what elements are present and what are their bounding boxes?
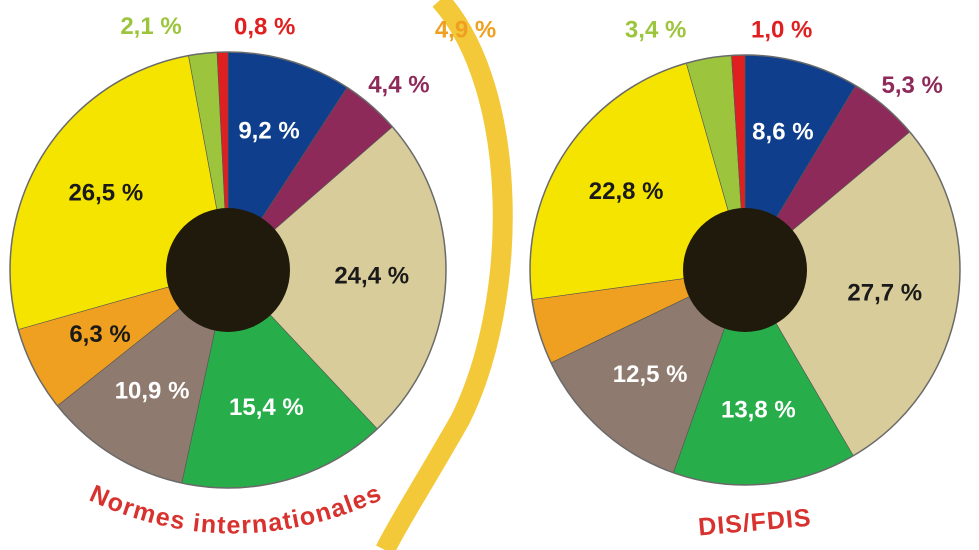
data-label: 4,9 % (435, 16, 496, 43)
data-label: 10,9 % (115, 378, 190, 405)
pie-hub (683, 208, 807, 332)
data-label: 8,6 % (752, 119, 813, 146)
data-label: 1,0 % (751, 16, 812, 43)
data-label: 2,1 % (120, 13, 181, 40)
data-label: 4,4 % (368, 71, 429, 98)
data-label: 26,5 % (68, 179, 143, 206)
pie-rim (529, 54, 961, 486)
data-label: 24,4 % (334, 263, 409, 290)
data-label: 3,4 % (625, 16, 686, 43)
pies: 9,2 % 4,4 % 24,4 % 15,4 % 10,9 % 6,3 % 26,5 % 2… (9, 13, 961, 489)
chart-title: DIS/FDIS (697, 504, 813, 542)
data-label: 6,3 % (69, 321, 130, 348)
data-label: 27,7 % (847, 280, 922, 307)
data-label: 5,3 % (882, 72, 943, 99)
data-label: 15,4 % (229, 394, 304, 421)
data-label: 13,8 % (721, 397, 796, 424)
data-label: 12,5 % (613, 361, 688, 388)
decorative-swoosh (376, 0, 513, 550)
data-label: 0,8 % (234, 13, 295, 40)
pie-rim (9, 51, 447, 489)
data-label: 22,8 % (589, 178, 664, 205)
pie-hub (166, 208, 290, 332)
data-label: 9,2 % (238, 117, 299, 144)
